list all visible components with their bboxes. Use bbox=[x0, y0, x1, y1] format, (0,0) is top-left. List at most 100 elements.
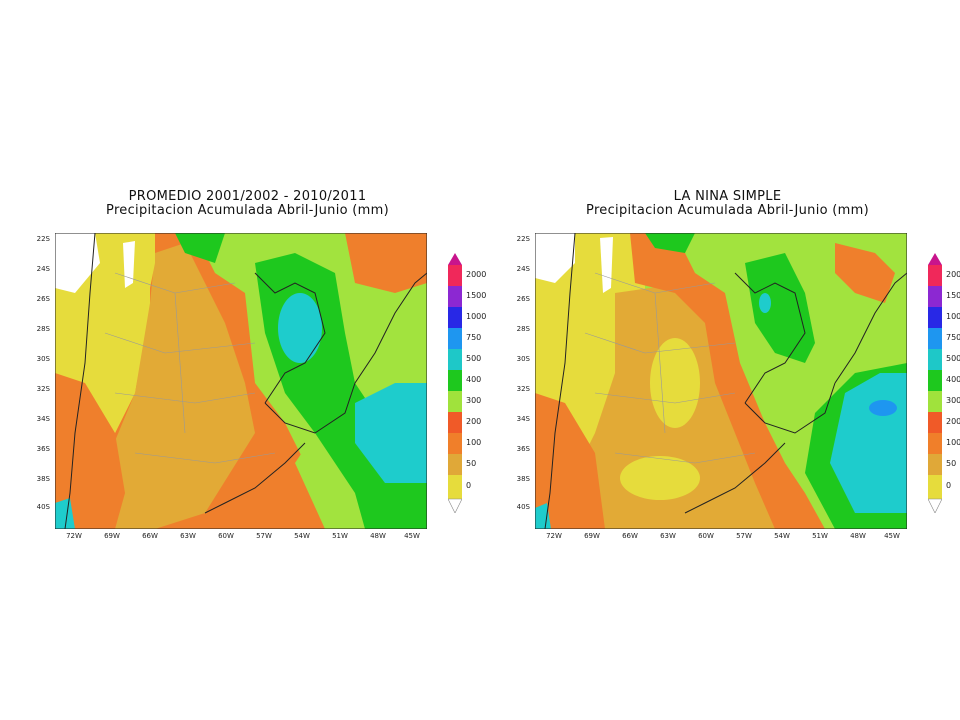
colorbar-swatch bbox=[928, 328, 942, 349]
lat-label: 24S bbox=[36, 265, 50, 273]
colorbar-label: 100 bbox=[946, 438, 960, 447]
colorbar-swatch bbox=[448, 349, 462, 370]
colorbar-swatch bbox=[928, 265, 942, 286]
lon-label: 60W bbox=[218, 532, 234, 540]
map-svg bbox=[535, 233, 907, 529]
field-nodata-nw bbox=[55, 233, 100, 293]
field-cyan-inland bbox=[278, 293, 322, 363]
lat-label: 28S bbox=[516, 325, 530, 333]
colorbar-top-arrow bbox=[448, 253, 462, 265]
field-cyan-sw bbox=[55, 498, 75, 529]
lon-label: 69W bbox=[104, 532, 120, 540]
field-orange-sw bbox=[535, 393, 605, 529]
precipitation-map bbox=[535, 233, 907, 529]
colorbar bbox=[448, 253, 462, 513]
lat-label: 26S bbox=[516, 295, 530, 303]
colorbar-swatch bbox=[448, 328, 462, 349]
colorbar-label: 1000 bbox=[946, 312, 960, 321]
lon-label: 72W bbox=[546, 532, 562, 540]
colorbar-top-arrow bbox=[928, 253, 942, 265]
lon-label: 57W bbox=[736, 532, 752, 540]
field-orange-ne bbox=[835, 243, 895, 303]
lon-label: 48W bbox=[850, 532, 866, 540]
field-cyan-inland bbox=[759, 293, 771, 313]
colorbar-swatch bbox=[928, 391, 942, 412]
province-borders bbox=[104, 272, 276, 464]
colorbar-swatch bbox=[928, 349, 942, 370]
colorbar-label: 500 bbox=[946, 354, 960, 363]
lat-label: 32S bbox=[36, 385, 50, 393]
lat-label: 30S bbox=[36, 355, 50, 363]
lon-label: 45W bbox=[884, 532, 900, 540]
lat-label: 38S bbox=[516, 475, 530, 483]
colorbar-label: 200 bbox=[946, 417, 960, 426]
lon-label: 51W bbox=[812, 532, 828, 540]
colorbar-label: 0 bbox=[466, 481, 472, 490]
colorbar-swatch bbox=[448, 433, 462, 454]
colorbar-swatch bbox=[448, 307, 462, 328]
field-yellow-inner bbox=[75, 233, 155, 443]
lat-label: 36S bbox=[36, 445, 50, 453]
panel-subtitle: Precipitacion Acumulada Abril-Junio (mm) bbox=[586, 203, 869, 218]
lon-label: 72W bbox=[66, 532, 82, 540]
colorbar-swatch bbox=[448, 454, 462, 475]
map-svg bbox=[55, 233, 427, 529]
colorbar-swatch bbox=[928, 412, 942, 433]
field-yellow-south bbox=[620, 456, 700, 500]
colorbar-swatch bbox=[928, 307, 942, 328]
lat-label: 34S bbox=[36, 415, 50, 423]
colorbar-swatch bbox=[928, 370, 942, 391]
panel-subtitle: Precipitacion Acumulada Abril-Junio (mm) bbox=[106, 203, 389, 218]
colorbar-label: 50 bbox=[466, 459, 477, 468]
map-panel-left: PROMEDIO 2001/2002 - 2010/2011 Precipita… bbox=[20, 185, 487, 545]
lat-label: 36S bbox=[516, 445, 530, 453]
field-nodata-andes bbox=[600, 237, 613, 293]
precipitation-map bbox=[55, 233, 427, 529]
colorbar-swatch bbox=[448, 475, 462, 499]
colorbar-label: 200 bbox=[466, 417, 482, 426]
colorbar-swatch bbox=[448, 286, 462, 307]
colorbar-label: 500 bbox=[466, 354, 482, 363]
lon-label: 66W bbox=[142, 532, 158, 540]
lat-label: 22S bbox=[36, 235, 50, 243]
country-borders bbox=[544, 233, 907, 529]
colorbar-swatch bbox=[448, 391, 462, 412]
lon-label: 54W bbox=[294, 532, 310, 540]
country-borders bbox=[64, 233, 427, 529]
colorbar-swatch bbox=[448, 412, 462, 433]
colorbar-label: 300 bbox=[946, 396, 960, 405]
lon-label: 63W bbox=[180, 532, 196, 540]
colorbar-label: 400 bbox=[946, 375, 960, 384]
lat-label: 32S bbox=[516, 385, 530, 393]
lat-label: 28S bbox=[36, 325, 50, 333]
lon-label: 54W bbox=[774, 532, 790, 540]
lon-label: 63W bbox=[660, 532, 676, 540]
colorbar-label: 300 bbox=[466, 396, 482, 405]
colorbar-swatch bbox=[448, 265, 462, 286]
colorbar bbox=[928, 253, 942, 513]
field-nodata-nw bbox=[535, 233, 575, 283]
field-cyan-sw bbox=[535, 503, 551, 529]
panel-title: LA NINA SIMPLE bbox=[673, 189, 782, 204]
lat-label: 30S bbox=[516, 355, 530, 363]
colorbar-label: 750 bbox=[466, 333, 482, 342]
colorbar-label: 750 bbox=[946, 333, 960, 342]
field-orange-ne bbox=[345, 233, 427, 293]
colorbar-label: 0 bbox=[946, 481, 952, 490]
colorbar-label: 2000 bbox=[466, 270, 487, 279]
lat-label: 40S bbox=[36, 503, 50, 511]
field-orange-band bbox=[630, 233, 825, 529]
colorbar-label: 1500 bbox=[466, 291, 487, 300]
field-green-inland bbox=[745, 253, 815, 363]
colorbar-label: 2000 bbox=[946, 270, 960, 279]
province-borders bbox=[584, 272, 756, 464]
colorbar-label: 1500 bbox=[946, 291, 960, 300]
lon-label: 48W bbox=[370, 532, 386, 540]
panel-title: PROMEDIO 2001/2002 - 2010/2011 bbox=[128, 189, 367, 204]
field-lightgreen-south bbox=[295, 433, 365, 529]
field-orange-sw bbox=[55, 373, 125, 529]
colorbar-swatch bbox=[928, 454, 942, 475]
lon-label: 66W bbox=[622, 532, 638, 540]
colorbar-label: 50 bbox=[946, 459, 957, 468]
field-yellow-island bbox=[650, 338, 700, 428]
